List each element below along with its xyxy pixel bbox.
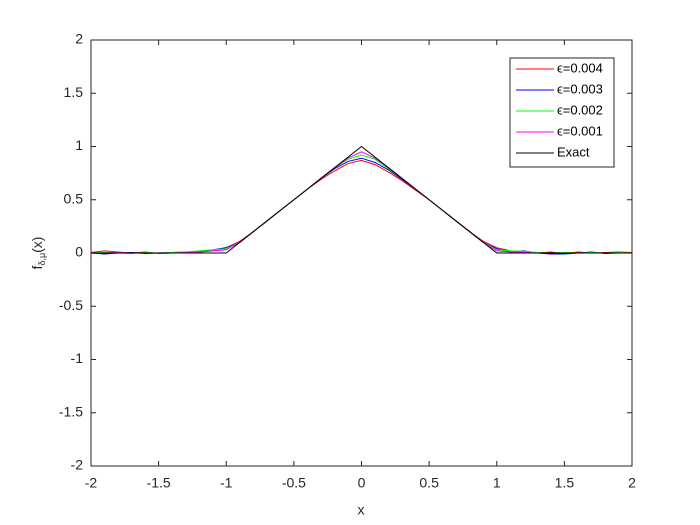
x-tick-label: 1: [493, 475, 501, 491]
legend-label: ϵ=0.002: [557, 102, 603, 117]
y-tick-label: 2: [75, 31, 83, 47]
legend-label: ϵ=0.004: [557, 60, 603, 75]
x-tick-label: 0.5: [419, 475, 439, 491]
legend-label: ϵ=0.003: [557, 81, 603, 96]
y-tick-label: 1: [75, 137, 83, 153]
x-tick-label: -2: [85, 475, 98, 491]
x-tick-label: -1.5: [147, 475, 171, 491]
legend-box: [509, 57, 615, 168]
y-tick-label: -1: [71, 350, 84, 366]
y-axis-label: fδ,μ(x): [29, 237, 48, 270]
legend-label: Exact: [557, 144, 590, 159]
y-tick-label: -1.5: [59, 403, 83, 419]
x-tick-label: -1: [220, 475, 233, 491]
y-axis-label-suffix: (x): [29, 237, 45, 253]
x-tick-label: -0.5: [282, 475, 306, 491]
legend-label: ϵ=0.001: [557, 123, 603, 138]
y-axis-label-subscript: δ,μ: [37, 253, 47, 266]
y-axis-label-main: f: [29, 265, 45, 269]
x-axis-label: x: [358, 502, 365, 518]
y-tick-label: 1.5: [64, 84, 84, 100]
y-tick-label: -2: [71, 457, 84, 473]
x-tick-label: 0: [358, 475, 366, 491]
y-tick-label: -0.5: [59, 297, 83, 313]
x-tick-label: 1.5: [555, 475, 575, 491]
x-tick-label: 2: [628, 475, 636, 491]
y-tick-label: 0.5: [64, 190, 84, 206]
y-tick-label: 0: [75, 244, 83, 260]
legend: ϵ=0.004 ϵ=0.003 ϵ=0.002 ϵ=0.001 Exact: [509, 57, 615, 168]
series-line: [91, 145, 632, 254]
